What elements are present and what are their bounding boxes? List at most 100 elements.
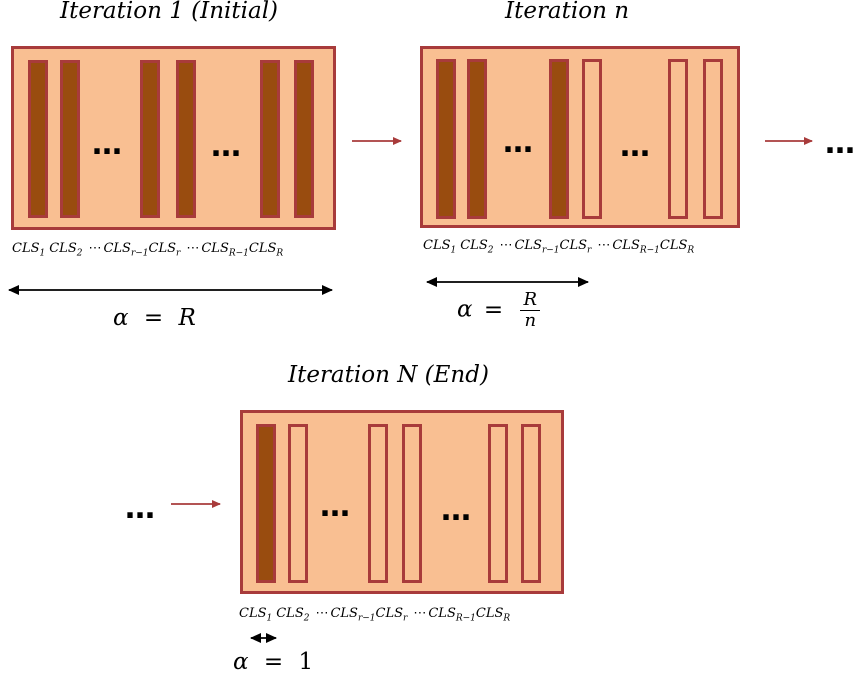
cls-label: CLSr [375,606,408,624]
alpha-equals: = [483,296,504,323]
cls-label-base: CLS [148,241,177,256]
cls-label-subscript: R−1 [455,613,476,624]
bar-cls-2 [288,424,308,583]
cls-label: CLSr−1 [103,241,149,259]
bar-cls-1 [436,59,456,219]
cls-label-base: CLS [559,238,588,253]
cls-label-subscript: 1 [450,245,457,256]
cls-label: CLS1 [423,238,457,256]
alpha-symbol: α [457,296,473,323]
alpha-value: R [178,305,196,331]
flow-ellipsis-right: … [825,126,856,161]
cls-label-subscript: r [587,245,592,256]
alpha-symbol: α [113,305,129,331]
cls-label-subscript: R [687,245,695,256]
bar-cls-big-r-minus-1 [260,60,280,218]
cls-label-base: CLS [248,241,277,256]
alpha-value: 1 [298,649,314,675]
bar-cls-2 [467,59,487,219]
bar-cls-r [582,59,602,219]
cls-label: CLS2 [460,238,494,256]
cls-labels-panel-2: CLS1 CLS2 ⋯ CLSr−1CLSr ⋯ CLSR−1CLSR [423,238,698,256]
cls-label-subscript: r [176,248,181,259]
cls-label-subscript: 2 [303,613,310,624]
bar-cls-r-minus-1 [549,59,569,219]
cls-label-base: CLS [375,606,404,621]
cls-label-base: CLS [239,606,267,621]
label-separator: ⋯ [597,238,611,253]
bar-cls-big-r-minus-1 [488,424,508,583]
cls-label-subscript: r−1 [541,245,560,256]
alpha-symbol: α [233,649,249,675]
alpha-denominator: n [524,310,537,331]
bar-cls-big-r-minus-1 [668,59,688,219]
bar-cls-big-r [703,59,723,219]
label-separator: ⋯ [315,606,329,621]
cls-label-base: CLS [428,606,456,621]
cls-label: CLSr−1 [330,606,376,624]
cls-label-base: CLS [659,238,688,253]
bar-cls-1 [256,424,276,583]
cls-label-subscript: r−1 [130,248,149,259]
cls-label: CLSR [659,238,695,256]
label-separator: ⋯ [88,241,102,256]
panel-iteration-n: … … [420,46,740,228]
cls-label: CLSR [248,241,283,259]
panel-iteration-initial: … … [11,46,336,230]
bar-cls-r [176,60,196,218]
cls-label-subscript: R−1 [639,245,660,256]
bar-cls-big-r [294,60,314,218]
ellipsis-1: … [320,489,351,524]
bar-cls-2 [60,60,80,218]
cls-label-base: CLS [103,241,131,256]
ellipsis-2: … [211,129,242,164]
flow-ellipsis-left: … [125,491,156,526]
cls-label-base: CLS [423,238,451,253]
cls-label: CLS2 [49,241,83,259]
cls-label-subscript: 2 [76,248,83,259]
cls-label-subscript: 2 [487,245,494,256]
panel-1-title: Iteration 1 (Initial) [60,0,279,24]
bar-cls-r-minus-1 [368,424,388,583]
panel-2-title: Iteration n [505,0,630,24]
cls-label-base: CLS [276,606,304,621]
cls-label-base: CLS [49,241,77,256]
bar-cls-r [402,424,422,583]
cls-label: CLSR [476,606,511,624]
cls-label-subscript: 1 [39,248,46,259]
cls-labels-panel-1: CLS1 CLS2 ⋯ CLSr−1CLSr ⋯ CLSR−1CLSR [12,241,287,259]
cls-label-subscript: R−1 [228,248,249,259]
cls-labels-panel-3: CLS1 CLS2 ⋯ CLSr−1CLSr ⋯ CLSR−1CLSR [239,606,514,624]
cls-label-base: CLS [201,241,229,256]
cls-label-subscript: r−1 [357,613,376,624]
cls-label-subscript: r [403,613,408,624]
panel-3-title: Iteration N (End) [288,362,489,388]
ellipsis-2: … [441,493,472,528]
alpha-panel-1: α = R [113,305,196,331]
cls-label-base: CLS [460,238,488,253]
ellipsis-1: … [92,127,123,162]
cls-label: CLSr [148,241,181,259]
bar-cls-big-r [521,424,541,583]
label-separator: ⋯ [186,241,200,256]
ellipsis-1: … [503,125,534,160]
cls-label: CLSR−1 [428,606,476,624]
cls-label: CLSR−1 [201,241,249,259]
alpha-fraction: R n [520,290,541,331]
cls-label-base: CLS [12,241,40,256]
panel-iteration-end: … … [240,410,564,594]
cls-label-base: CLS [514,238,542,253]
alpha-numerator: R [520,290,541,311]
alpha-equals: = [143,305,164,331]
bar-cls-1 [28,60,48,218]
label-separator: ⋯ [413,606,427,621]
alpha-panel-2: α = R n [457,290,541,331]
ellipsis-2: … [620,129,651,164]
cls-label-subscript: R [503,613,511,624]
cls-label-subscript: 1 [266,613,273,624]
cls-label: CLS1 [239,606,273,624]
bar-cls-r-minus-1 [140,60,160,218]
cls-label: CLS1 [12,241,46,259]
cls-label-base: CLS [330,606,358,621]
